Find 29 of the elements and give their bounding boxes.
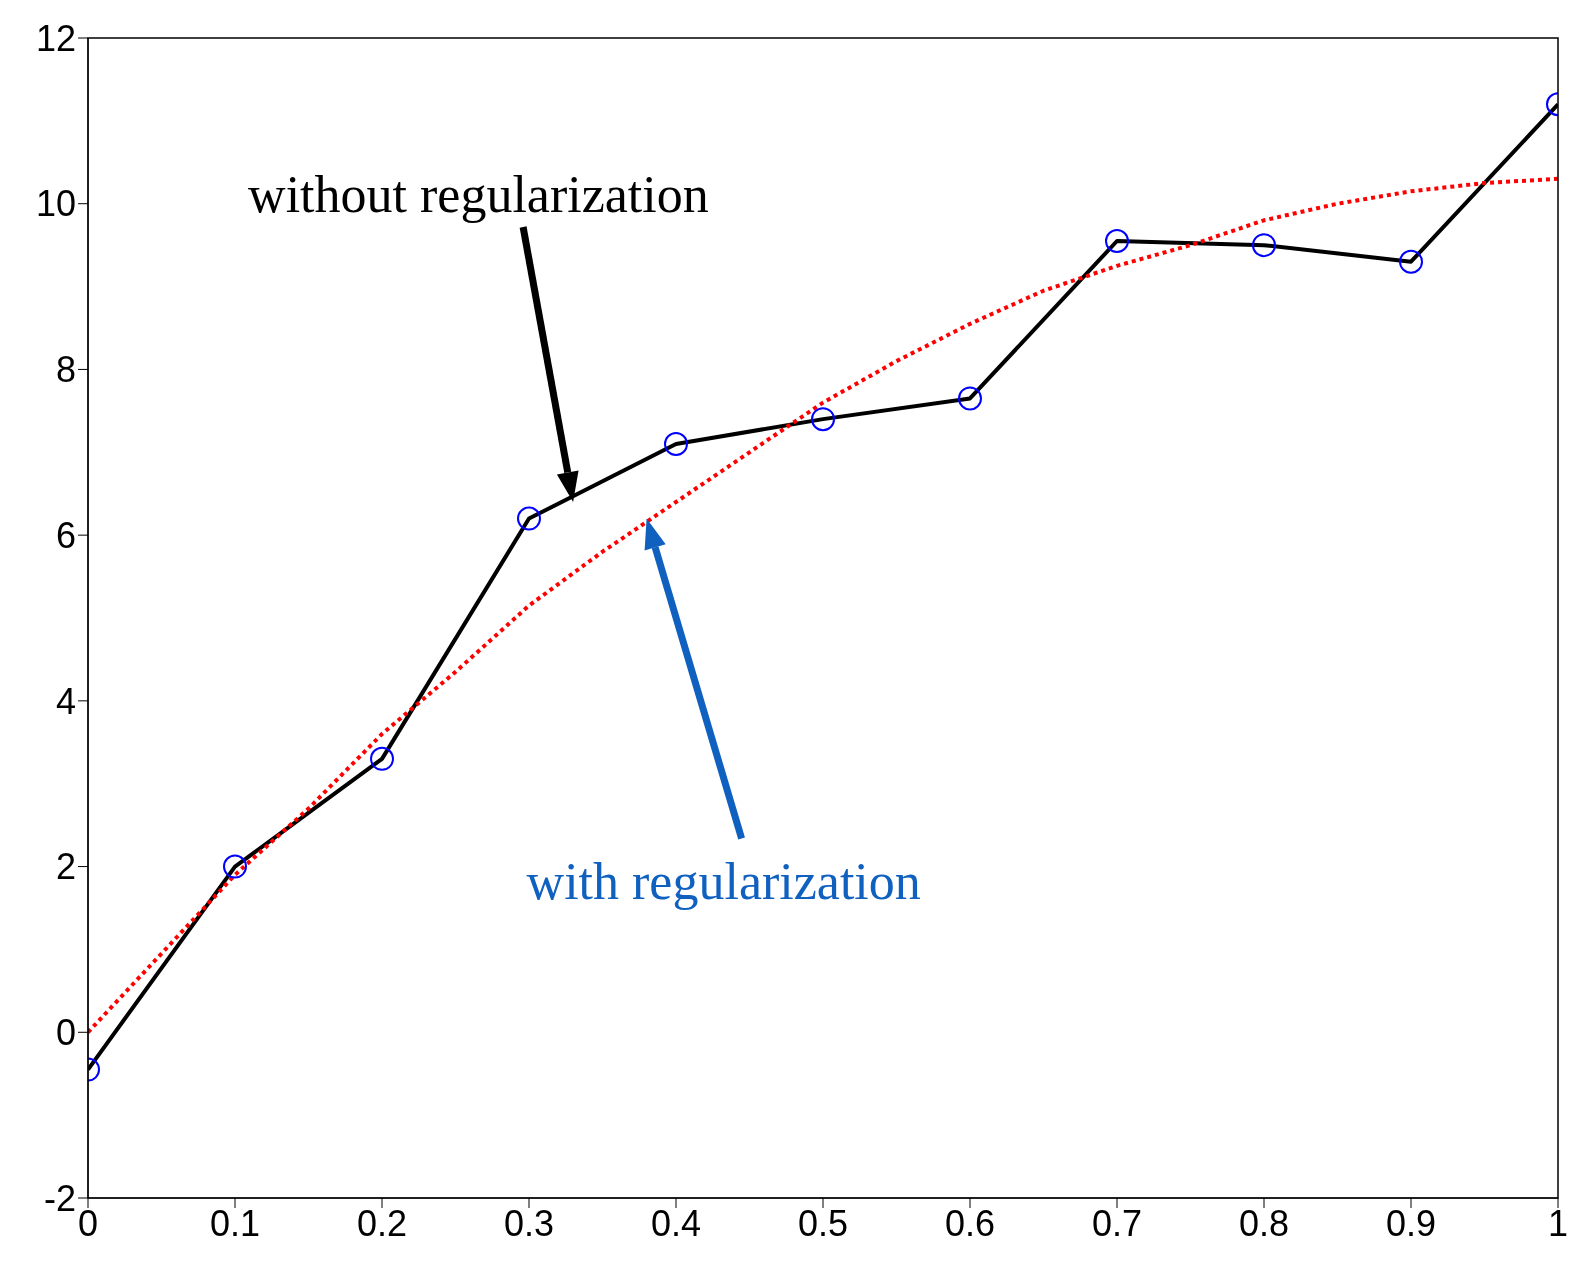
point [223,854,247,879]
y-tick-label: 8 [55,349,76,391]
point [517,506,541,531]
annotation: with regularization [526,852,921,910]
x-tick-label: 1 [1547,1202,1569,1244]
y-tick-label: 6 [55,514,76,556]
x-tick-label: 0.5 [797,1202,849,1244]
x-tick-label: 0.3 [503,1202,555,1244]
x-tick-label: 0.4 [650,1202,702,1244]
y-tick-label: 10 [35,183,76,225]
x-tick-label: 0.8 [1238,1202,1290,1244]
y-tick-label: -2 [43,1177,76,1219]
y-tick-label: 4 [55,680,76,722]
point [958,386,982,411]
x-tick-label: 0.1 [209,1202,261,1244]
annotation: without regularization [248,166,709,223]
point [664,432,688,456]
point [1252,233,1276,258]
x-tick-label: 0.9 [1385,1202,1437,1244]
y-tick-label: 0 [55,1012,76,1054]
y-tick-label: 2 [55,846,76,888]
x-tick-label: 0.2 [356,1202,408,1244]
point [1399,249,1423,274]
x-tick-label: 0.6 [944,1202,996,1244]
point [811,407,835,432]
x-tick-label: 0.7 [1091,1202,1143,1244]
point [1105,229,1129,253]
point [370,746,394,771]
y-tick-label: 12 [35,17,76,59]
